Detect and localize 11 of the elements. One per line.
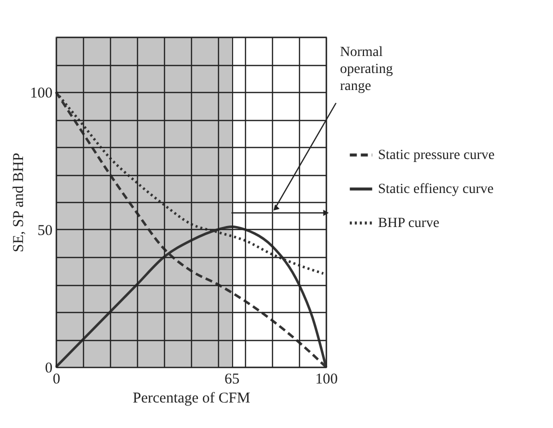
legend-label: Static pressure curve (378, 148, 495, 163)
x-axis-title: Percentage of CFM (132, 390, 250, 406)
x-tick-label: 100 (315, 372, 338, 388)
y-axis-title: SE, SP and BHP (11, 152, 27, 252)
y-tick-label: 0 (45, 360, 52, 376)
y-tick-label: 50 (38, 223, 52, 239)
legend-label: BHP curve (378, 216, 440, 231)
text: Normal operating range (340, 45, 393, 94)
legend-label: Static effiency curve (378, 182, 494, 197)
x-tick-label: 65 (224, 372, 240, 388)
y-tick-label: 100 (30, 86, 52, 102)
